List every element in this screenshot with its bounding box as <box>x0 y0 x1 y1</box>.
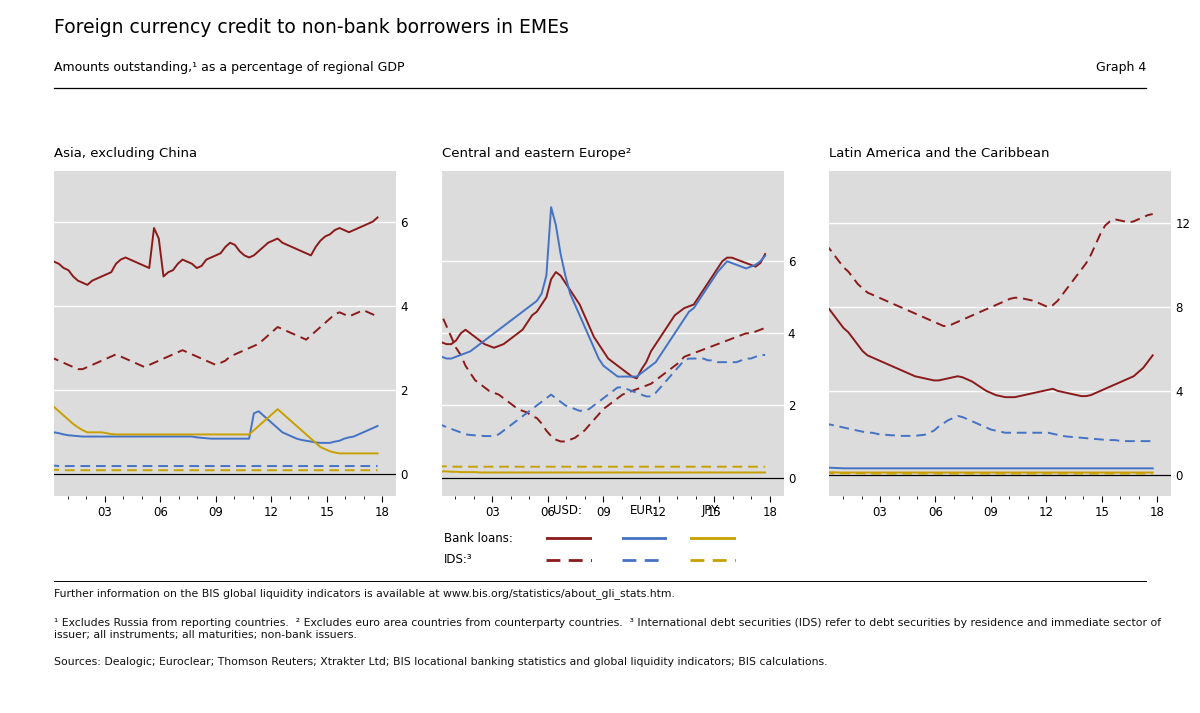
Text: Graph 4: Graph 4 <box>1096 61 1146 73</box>
Text: Amounts outstanding,¹ as a percentage of regional GDP: Amounts outstanding,¹ as a percentage of… <box>54 61 404 73</box>
Text: Central and eastern Europe²: Central and eastern Europe² <box>442 148 631 160</box>
Text: ¹ Excludes Russia from reporting countries.  ² Excludes euro area countries from: ¹ Excludes Russia from reporting countri… <box>54 618 1162 640</box>
Text: IDS:³: IDS:³ <box>444 553 473 566</box>
Text: EUR:: EUR: <box>629 504 658 517</box>
Text: Latin America and the Caribbean: Latin America and the Caribbean <box>829 148 1050 160</box>
Text: Further information on the BIS global liquidity indicators is available at www.b: Further information on the BIS global li… <box>54 588 674 599</box>
Text: JPY:: JPY: <box>702 504 721 517</box>
Text: Sources: Dealogic; Euroclear; Thomson Reuters; Xtrakter Ltd; BIS locational bank: Sources: Dealogic; Euroclear; Thomson Re… <box>54 657 828 667</box>
Text: Bank loans:: Bank loans: <box>444 532 512 545</box>
Text: USD:: USD: <box>553 504 582 517</box>
Text: Foreign currency credit to non-bank borrowers in EMEs: Foreign currency credit to non-bank borr… <box>54 18 569 37</box>
Text: Asia, excluding China: Asia, excluding China <box>54 148 197 160</box>
